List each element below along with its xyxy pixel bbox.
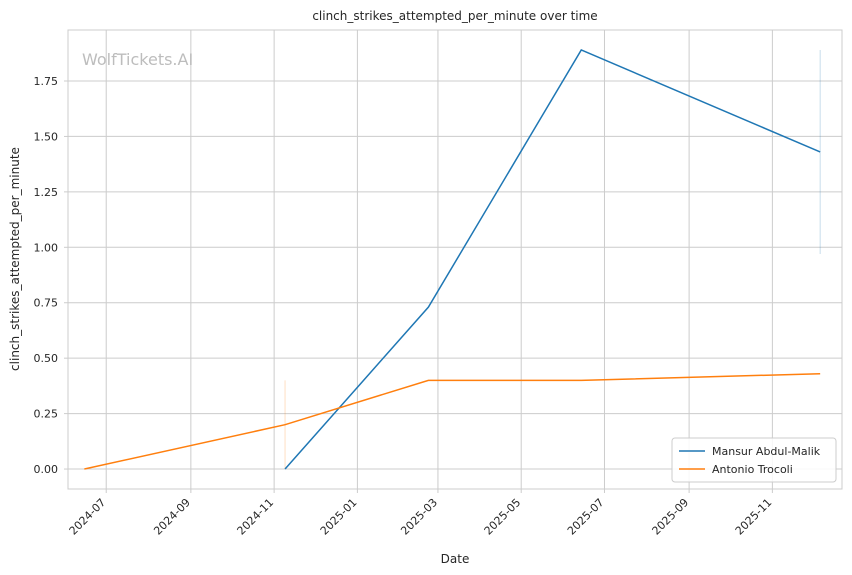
y-tick-label: 0.25 (34, 408, 59, 421)
series-line (84, 372, 821, 470)
plot-area-frame (67, 29, 843, 490)
legend-box (671, 437, 837, 483)
y-axis-ticks: 0.00 0.25 0.50 0.75 1.00 1.25 1.50 1.75 (34, 75, 68, 476)
series-line (284, 49, 821, 470)
x-tick-label: 2025-01 (318, 496, 360, 538)
uncertainty-bands (284, 49, 821, 470)
y-axis-label: clinch_strikes_attempted_per_minute (8, 147, 22, 371)
legend-label: Antonio Trocoli (712, 463, 793, 476)
grid (68, 30, 842, 489)
watermark: WolfTickets.AI (82, 50, 193, 69)
y-tick-label: 0.50 (34, 352, 59, 365)
x-tick-label: 2025-05 (482, 496, 524, 538)
x-axis-label: Date (441, 552, 470, 566)
x-tick-label: 2025-11 (733, 496, 775, 538)
x-tick-label: 2024-07 (67, 496, 109, 538)
chart-title: clinch_strikes_attempted_per_minute over… (312, 9, 597, 23)
y-tick-label: 0.00 (34, 463, 59, 476)
y-tick-label: 1.50 (34, 130, 59, 143)
x-tick-label: 2025-09 (650, 496, 692, 538)
x-tick-label: 2025-07 (565, 496, 607, 538)
y-tick-label: 1.00 (34, 241, 59, 254)
y-tick-label: 1.75 (34, 75, 59, 88)
x-tick-label: 2024-09 (151, 496, 193, 538)
series-lines (84, 49, 821, 470)
x-tick-label: 2024-11 (235, 496, 277, 538)
legend-label: Mansur Abdul-Malik (712, 445, 821, 458)
y-tick-label: 0.75 (34, 297, 59, 310)
x-tick-label: 2025-03 (398, 496, 440, 538)
y-tick-label: 1.25 (34, 186, 59, 199)
legend: Mansur Abdul-Malik Antonio Trocoli (671, 437, 837, 483)
x-axis-ticks: 2024-07 2024-09 2024-11 2025-01 2025-03 2025-… (67, 489, 775, 538)
